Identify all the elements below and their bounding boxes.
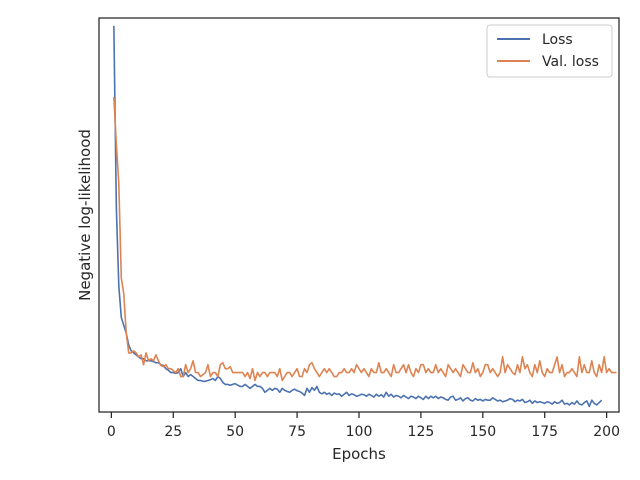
legend-label-val-loss: Val. loss: [542, 54, 599, 70]
series-line-loss: [113, 25, 603, 408]
legend-label-loss: Loss: [542, 32, 573, 48]
x-tick-label: 75: [288, 424, 306, 440]
series-line-val-loss: [113, 96, 617, 382]
legend: Loss Val. loss: [486, 24, 613, 78]
x-tick-label: 200: [593, 424, 620, 440]
x-tick-label: 175: [531, 424, 558, 440]
series-layer: [113, 25, 617, 408]
x-tick-label: 150: [469, 424, 496, 440]
x-tick-label: 100: [346, 424, 373, 440]
x-tick-label: 50: [226, 424, 244, 440]
x-axis-label: Epochs: [332, 445, 386, 463]
x-tick-layer: 0 25 50 75 100 125 150 175 200: [107, 412, 620, 440]
x-tick-label: 125: [408, 424, 435, 440]
x-tick-label: 25: [164, 424, 182, 440]
y-axis-label: Negative log-likelihood: [76, 129, 94, 301]
x-tick-label: 0: [107, 424, 116, 440]
